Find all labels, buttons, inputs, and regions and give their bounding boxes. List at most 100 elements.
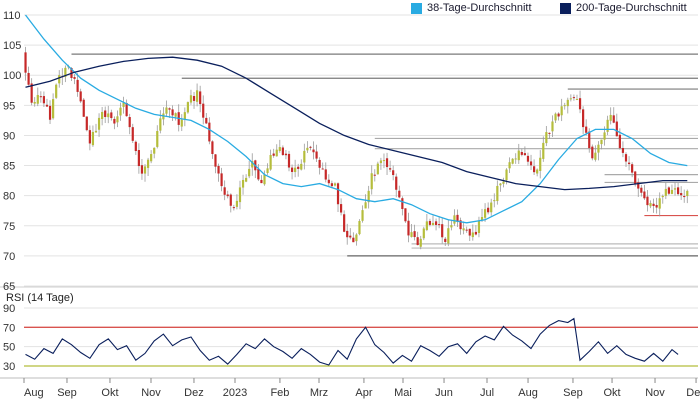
x-tick-label-12: Aug (518, 387, 538, 399)
candle-body (220, 173, 223, 187)
candle-body (223, 187, 226, 195)
candle-body (649, 203, 652, 207)
candle (220, 167, 223, 192)
candle (281, 145, 284, 156)
candle-body (27, 72, 30, 85)
candle (591, 144, 594, 161)
rsi-tick-label-70: 70 (3, 322, 15, 334)
candle (364, 194, 367, 209)
candle-body (594, 152, 597, 160)
ma38-line (24, 14, 688, 224)
candle-body (278, 147, 281, 151)
candlesticks (24, 46, 689, 250)
candle (241, 174, 245, 195)
candle-body (612, 115, 615, 123)
candle-body (431, 222, 435, 226)
candle (146, 157, 150, 176)
x-tick-label-16: Dez (686, 387, 700, 399)
ma200-line (25, 56, 688, 191)
candle (333, 182, 337, 187)
candle (670, 184, 674, 195)
candle (321, 162, 324, 170)
candle (229, 193, 232, 213)
candle-body (398, 190, 401, 198)
candle-body (82, 99, 85, 117)
candle (483, 203, 487, 222)
candle-body (159, 118, 162, 131)
candle (349, 228, 352, 240)
candle (128, 113, 131, 135)
candle-body (670, 189, 674, 194)
candle-body (73, 77, 76, 79)
candle (324, 162, 327, 183)
candle (542, 136, 545, 162)
y-tick-label-70: 70 (3, 251, 15, 263)
y-tick-label-105: 105 (3, 40, 21, 52)
candle-body (673, 188, 677, 190)
candle-body (646, 196, 649, 206)
candle (140, 158, 144, 180)
candle-body (627, 162, 631, 165)
candle-body (474, 231, 477, 235)
candle (248, 160, 251, 179)
candle-body (392, 170, 395, 176)
candle (637, 178, 640, 197)
y-tick-label-90: 90 (3, 130, 15, 142)
candle-body (554, 113, 557, 121)
candle (119, 102, 122, 121)
candle (306, 141, 309, 153)
candle (300, 159, 303, 171)
candle-body (447, 228, 450, 244)
candle-body (358, 221, 361, 235)
candle (490, 198, 493, 216)
candle-body (609, 114, 612, 121)
legend-label-ma38: 38-Tage-Durchschnitt (427, 2, 532, 14)
candle-body (505, 169, 508, 181)
candle (327, 174, 330, 187)
candle (419, 235, 422, 250)
candle (199, 85, 202, 113)
candle (269, 149, 272, 171)
candle-body (168, 108, 171, 110)
candle (36, 87, 39, 107)
candle (358, 219, 361, 236)
candle-body (79, 91, 82, 102)
candle-body (404, 208, 407, 222)
rsi-panel (24, 317, 698, 367)
candle (578, 90, 582, 114)
candle (441, 217, 444, 244)
x-tick-label-10: Jun (435, 387, 453, 399)
candle-body (560, 106, 563, 116)
candle-body (290, 167, 294, 172)
candle (284, 149, 288, 160)
candle-body (456, 214, 459, 222)
candle (526, 152, 530, 166)
candle-body (471, 232, 474, 238)
x-tick-label-1: Sep (57, 387, 77, 399)
candle-body (55, 84, 58, 98)
candle-body (226, 194, 229, 197)
candle (379, 157, 383, 170)
candle-body (171, 109, 174, 116)
candle (263, 170, 266, 186)
candle-body (569, 98, 572, 100)
candle (389, 160, 392, 173)
candle (548, 132, 551, 140)
candle (447, 220, 450, 247)
candle-body (266, 168, 269, 173)
candle (438, 216, 441, 229)
candle-body (536, 169, 539, 174)
candle (385, 152, 389, 175)
candle-body (676, 187, 680, 195)
candle-body (312, 149, 315, 153)
candle (609, 107, 612, 125)
candle-body (195, 90, 199, 102)
candle-body (327, 179, 330, 184)
candle-body (661, 195, 664, 198)
candle-body (42, 96, 46, 104)
candle-body (238, 187, 242, 203)
candle (615, 113, 618, 137)
candle-body (165, 107, 168, 114)
candle (474, 225, 477, 236)
candle (97, 113, 101, 137)
